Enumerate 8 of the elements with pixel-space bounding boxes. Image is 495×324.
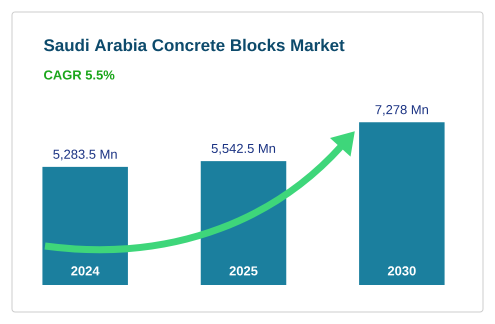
x-tick-label: 2030: [388, 266, 416, 276]
data-label: 7,278 Mn: [376, 105, 428, 116]
chart-title: Saudi Arabia Concrete Blocks Market: [44, 38, 344, 52]
x-tick-label: 2024: [71, 266, 100, 276]
x-tick-label: 2025: [230, 266, 258, 276]
data-label: 5,283.5 Mn: [53, 150, 117, 160]
chart-subtitle: CAGR 5.5%: [44, 70, 114, 80]
data-label: 5,542.5 Mn: [212, 144, 276, 155]
